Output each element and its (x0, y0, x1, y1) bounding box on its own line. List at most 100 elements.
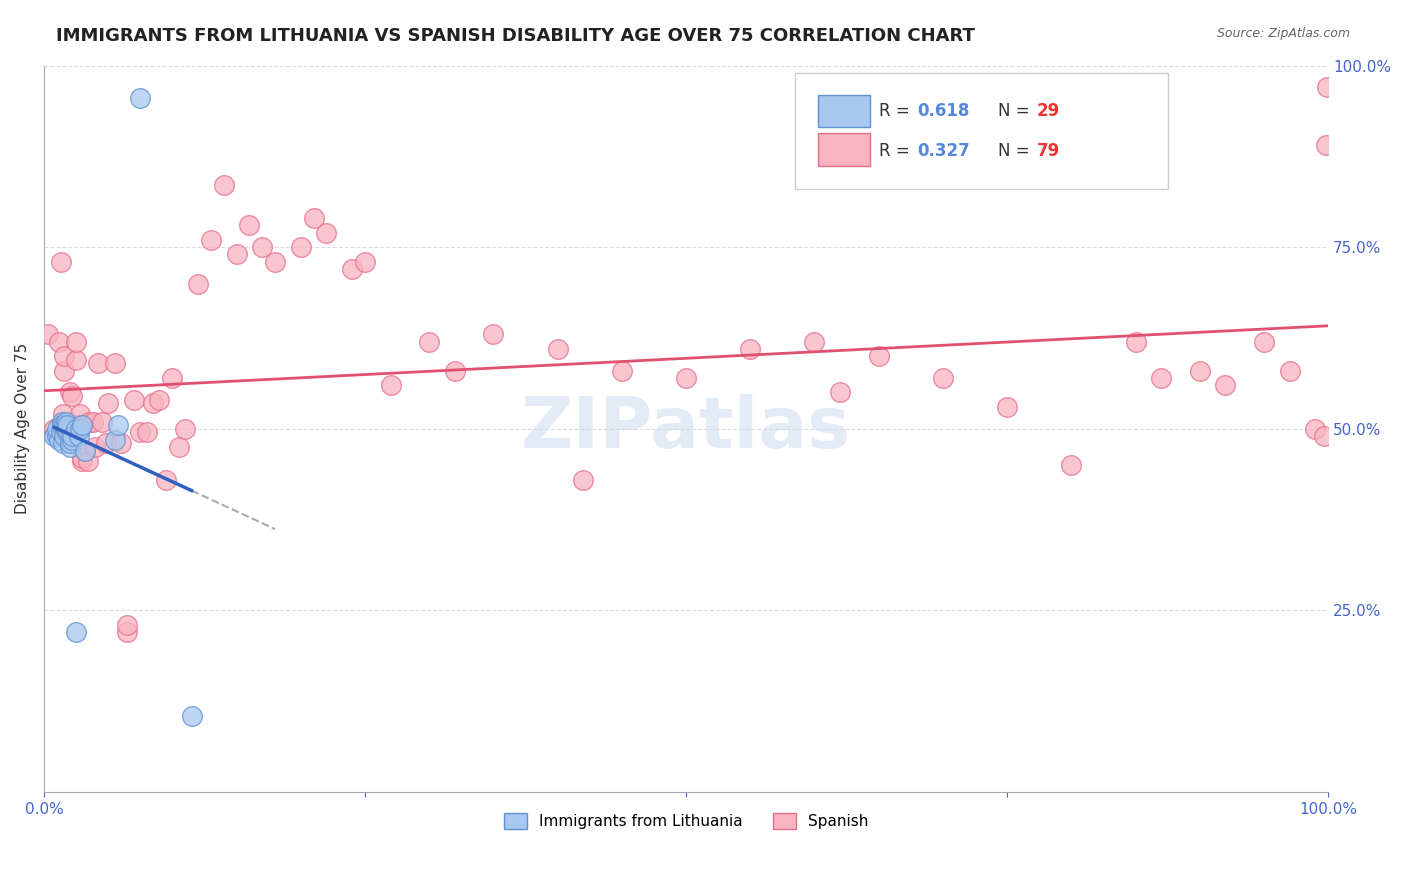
Text: 79: 79 (1036, 142, 1060, 160)
Spanish (56, 425, 79, 440)
Text: 0.327: 0.327 (917, 142, 970, 160)
Spanish (162, 371, 184, 385)
Spanish (212, 178, 235, 193)
Text: N =: N = (998, 142, 1035, 160)
Immigrants from Lithuania (51, 415, 73, 429)
Spanish (65, 334, 87, 349)
Immigrants from Lithuania (49, 425, 72, 440)
Immigrants from Lithuania (56, 422, 79, 436)
Spanish (302, 211, 325, 226)
Immigrants from Lithuania (180, 708, 202, 723)
Text: 29: 29 (1036, 103, 1060, 120)
Spanish (354, 254, 377, 268)
Spanish (77, 415, 100, 429)
Spanish (167, 440, 190, 454)
Text: R =: R = (879, 103, 915, 120)
Spanish (238, 219, 260, 233)
Spanish (69, 407, 91, 421)
Spanish (76, 454, 98, 468)
Spanish (174, 422, 197, 436)
Spanish (53, 364, 76, 378)
Spanish (1125, 334, 1147, 349)
Spanish (1303, 422, 1326, 436)
Spanish (547, 342, 569, 356)
Spanish (48, 334, 70, 349)
Immigrants from Lithuania (44, 429, 66, 443)
Text: Source: ZipAtlas.com: Source: ZipAtlas.com (1216, 27, 1350, 40)
Spanish (53, 349, 76, 363)
Immigrants from Lithuania (45, 422, 67, 436)
Spanish (129, 425, 152, 440)
Immigrants from Lithuania (73, 443, 96, 458)
Spanish (142, 396, 165, 410)
Text: IMMIGRANTS FROM LITHUANIA VS SPANISH DISABILITY AGE OVER 75 CORRELATION CHART: IMMIGRANTS FROM LITHUANIA VS SPANISH DIS… (56, 27, 976, 45)
Spanish (315, 226, 337, 240)
Immigrants from Lithuania (51, 418, 73, 433)
Spanish (97, 396, 120, 410)
Spanish (155, 473, 177, 487)
Immigrants from Lithuania (129, 91, 152, 105)
Immigrants from Lithuania (67, 429, 90, 443)
Spanish (51, 422, 73, 436)
Spanish (52, 407, 75, 421)
Spanish (117, 618, 139, 632)
Spanish (995, 400, 1018, 414)
Immigrants from Lithuania (65, 625, 87, 640)
Spanish (103, 356, 125, 370)
Spanish (135, 425, 157, 440)
FancyBboxPatch shape (818, 95, 870, 128)
Spanish (72, 454, 94, 468)
Spanish (1313, 429, 1336, 443)
Immigrants from Lithuania (60, 429, 83, 443)
Immigrants from Lithuania (55, 415, 77, 429)
Immigrants from Lithuania (56, 418, 79, 433)
Spanish (58, 418, 80, 433)
Spanish (830, 385, 852, 400)
Immigrants from Lithuania (60, 433, 83, 447)
Y-axis label: Disability Age Over 75: Disability Age Over 75 (15, 343, 30, 515)
Spanish (58, 385, 80, 400)
Spanish (225, 247, 247, 261)
Legend: Immigrants from Lithuania, Spanish: Immigrants from Lithuania, Spanish (498, 807, 875, 835)
FancyBboxPatch shape (796, 73, 1167, 189)
Spanish (1150, 371, 1173, 385)
Immigrants from Lithuania (69, 422, 91, 436)
Spanish (482, 327, 505, 342)
Spanish (380, 378, 402, 392)
Spanish (340, 262, 363, 277)
Spanish (290, 240, 312, 254)
Spanish (418, 334, 440, 349)
Spanish (1253, 334, 1275, 349)
Spanish (1316, 80, 1339, 95)
Spanish (82, 415, 104, 429)
Spanish (49, 254, 72, 268)
Spanish (87, 356, 110, 370)
Text: 0.618: 0.618 (917, 103, 970, 120)
Spanish (44, 422, 66, 436)
Spanish (1188, 364, 1211, 378)
Spanish (60, 418, 83, 433)
Spanish (250, 240, 273, 254)
Spanish (1060, 458, 1083, 472)
Spanish (72, 450, 94, 465)
Immigrants from Lithuania (72, 418, 94, 433)
Immigrants from Lithuania (103, 433, 125, 447)
Immigrants from Lithuania (55, 422, 77, 436)
Spanish (675, 371, 697, 385)
Spanish (610, 364, 633, 378)
Immigrants from Lithuania (58, 436, 80, 450)
Spanish (572, 473, 595, 487)
Immigrants from Lithuania (52, 436, 75, 450)
Immigrants from Lithuania (56, 425, 79, 440)
Spanish (740, 342, 762, 356)
Spanish (117, 625, 139, 640)
Spanish (148, 392, 170, 407)
Immigrants from Lithuania (45, 429, 67, 443)
Spanish (1278, 364, 1301, 378)
Spanish (73, 443, 96, 458)
Immigrants from Lithuania (53, 418, 76, 433)
Spanish (1315, 138, 1337, 153)
Spanish (84, 440, 107, 454)
Spanish (187, 277, 209, 291)
Spanish (69, 418, 91, 433)
